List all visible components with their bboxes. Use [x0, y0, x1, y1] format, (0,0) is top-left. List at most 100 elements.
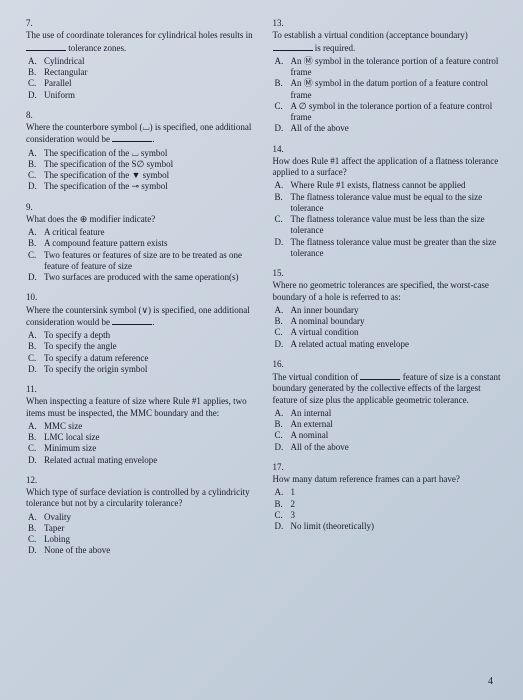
option-text: The flatness tolerance value must be equ… — [291, 192, 502, 215]
option-text: A nominal — [291, 430, 502, 441]
options-list: A.An inner boundaryB.A nominal boundaryC… — [275, 305, 502, 350]
options-list: A.An Ⓜ symbol in the tolerance portion o… — [275, 56, 502, 135]
option-text: To specify the origin symbol — [44, 364, 255, 375]
option-letter: B. — [28, 67, 44, 78]
option-row: A.An inner boundary — [275, 305, 502, 316]
option-text: 1 — [291, 487, 502, 498]
option-text: A related actual mating envelope — [291, 339, 502, 350]
question-text: Where the countersink symbol (∨) is spec… — [26, 305, 255, 329]
option-text: A nominal boundary — [291, 316, 502, 327]
option-text: Parallel — [44, 78, 255, 89]
option-text: Taper — [44, 523, 255, 534]
question-text: Where the counterbore symbol (⌴) is spec… — [26, 122, 255, 146]
options-list: A.CylindricalB.RectangularC.ParallelD.Un… — [28, 56, 255, 101]
option-row: D.None of the above — [28, 545, 255, 556]
option-row: B.The flatness tolerance value must be e… — [275, 192, 502, 215]
question-block: 13.To establish a virtual condition (acc… — [273, 18, 502, 135]
question-number: 10. — [26, 292, 255, 303]
option-letter: B. — [275, 419, 291, 430]
question-number: 11. — [26, 384, 255, 395]
option-row: A.Cylindrical — [28, 56, 255, 67]
option-letter: B. — [28, 432, 44, 443]
question-text: To establish a virtual condition (accept… — [273, 30, 502, 54]
question-number: 12. — [26, 475, 255, 486]
options-list: A.To specify a depthB.To specify the ang… — [28, 330, 255, 375]
left-column: 7.The use of coordinate tolerances for c… — [26, 18, 255, 566]
option-row: D.Related actual mating envelope — [28, 455, 255, 466]
option-letter: A. — [28, 148, 44, 159]
option-row: B.An external — [275, 419, 502, 430]
option-letter: D. — [28, 545, 44, 556]
option-letter: B. — [275, 192, 291, 215]
option-letter: A. — [275, 408, 291, 419]
question-block: 12.Which type of surface deviation is co… — [26, 475, 255, 557]
question-block: 14.How does Rule #1 affect the applicati… — [273, 144, 502, 260]
option-text: The flatness tolerance value must be gre… — [291, 237, 502, 260]
options-list: A.A critical featureB.A compound feature… — [28, 227, 255, 283]
question-block: 17.How many datum reference frames can a… — [273, 462, 502, 533]
option-letter: A. — [28, 421, 44, 432]
option-letter: D. — [28, 90, 44, 101]
option-row: D.A related actual mating envelope — [275, 339, 502, 350]
option-text: Rectangular — [44, 67, 255, 78]
question-text: Which type of surface deviation is contr… — [26, 487, 255, 510]
option-letter: B. — [28, 159, 44, 170]
option-row: D.The specification of the ⊸ symbol — [28, 181, 255, 192]
option-text: None of the above — [44, 545, 255, 556]
option-row: C.3 — [275, 510, 502, 521]
question-text: The virtual condition of feature of size… — [273, 371, 502, 406]
option-row: C.A nominal — [275, 430, 502, 441]
question-text: How does Rule #1 affect the application … — [273, 156, 502, 179]
question-number: 16. — [273, 359, 502, 370]
option-row: C.A ∅ symbol in the tolerance portion of… — [275, 101, 502, 124]
option-text: Cylindrical — [44, 56, 255, 67]
option-letter: D. — [275, 521, 291, 532]
option-text: Minimum size — [44, 443, 255, 454]
option-text: The specification of the S∅ symbol — [44, 159, 255, 170]
option-text: No limit (theoretically) — [291, 521, 502, 532]
question-text: When inspecting a feature of size where … — [26, 396, 255, 419]
option-row: B.2 — [275, 499, 502, 510]
option-letter: B. — [275, 316, 291, 327]
option-letter: C. — [275, 214, 291, 237]
question-block: 10. Where the countersink symbol (∨) is s… — [26, 292, 255, 375]
blank-line — [112, 133, 152, 142]
option-letter: A. — [28, 512, 44, 523]
option-letter: B. — [275, 499, 291, 510]
option-text: All of the above — [291, 123, 502, 134]
option-letter: C. — [275, 101, 291, 124]
options-list: A.1B.2C.3D.No limit (theoretically) — [275, 487, 502, 532]
option-text: MMC size — [44, 421, 255, 432]
option-letter: A. — [275, 487, 291, 498]
option-row: B.LMC local size — [28, 432, 255, 443]
option-letter: D. — [275, 123, 291, 134]
option-letter: B. — [28, 523, 44, 534]
option-row: C.The flatness tolerance value must be l… — [275, 214, 502, 237]
worksheet-page: 7.The use of coordinate tolerances for c… — [0, 0, 523, 700]
option-text: A critical feature — [44, 227, 255, 238]
option-text: An external — [291, 419, 502, 430]
option-text: Two surfaces are produced with the same … — [44, 272, 255, 283]
option-letter: C. — [28, 250, 44, 273]
options-list: A.OvalityB.TaperC.LobingD.None of the ab… — [28, 512, 255, 557]
option-row: B.An Ⓜ symbol in the datum portion of a … — [275, 78, 502, 101]
option-text: A virtual condition — [291, 327, 502, 338]
option-letter: C. — [28, 78, 44, 89]
option-row: B.A nominal boundary — [275, 316, 502, 327]
two-column-layout: 7.The use of coordinate tolerances for c… — [26, 18, 501, 566]
question-text: What does the ⊕ modifier indicate? — [26, 214, 255, 225]
option-letter: D. — [28, 181, 44, 192]
option-row: B.The specification of the S∅ symbol — [28, 159, 255, 170]
option-row: A.Ovality — [28, 512, 255, 523]
option-letter: D. — [28, 272, 44, 283]
option-row: C.Two features or features of size are t… — [28, 250, 255, 273]
option-row: A.MMC size — [28, 421, 255, 432]
option-text: Lobing — [44, 534, 255, 545]
question-number: 7. — [26, 18, 255, 29]
blank-line — [273, 42, 313, 51]
right-column: 13.To establish a virtual condition (acc… — [273, 18, 502, 566]
question-number: 9. — [26, 202, 255, 213]
option-text: All of the above — [291, 442, 502, 453]
option-row: B.To specify the angle — [28, 341, 255, 352]
question-number: 14. — [273, 144, 502, 155]
